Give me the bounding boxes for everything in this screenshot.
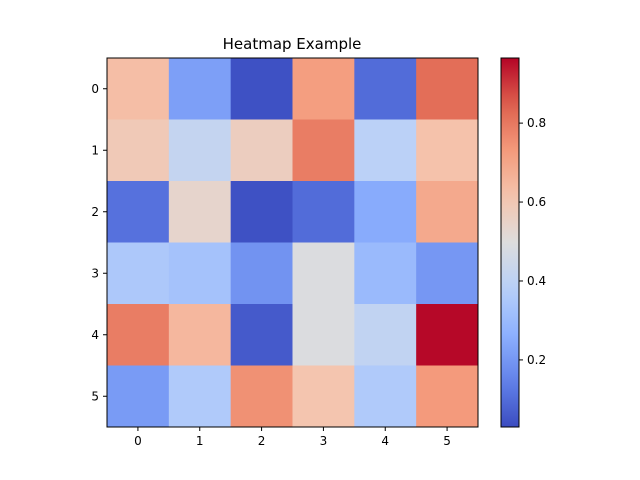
heatmap-cell-1-2 [230,119,293,182]
x-tick-label-5: 5 [443,434,451,448]
x-tick-label-2: 2 [258,434,266,448]
colorbar-tick-label-1: 0.4 [527,274,546,288]
y-tick-label-5: 5 [91,389,99,403]
heatmap-cell-0-4 [354,58,417,120]
heatmap-cell-2-4 [354,181,417,243]
heatmap-cell-0-0 [107,58,170,120]
heatmap-cell-5-0 [107,365,170,428]
heatmap-cell-3-5 [416,242,479,305]
heatmap-cell-4-3 [292,304,355,366]
heatmap-cell-3-1 [168,242,232,305]
heatmap-cells [107,58,479,428]
heatmap-cell-3-3 [292,242,355,305]
heatmap-cell-3-0 [107,242,170,305]
heatmap-cell-2-2 [230,181,293,243]
x-tick-label-1: 1 [196,434,204,448]
y-tick-label-4: 4 [91,328,99,342]
x-axis-ticks: 0 1 2 3 4 5 [134,427,451,448]
heatmap-cell-0-2 [230,58,293,120]
y-tick-label-3: 3 [91,266,99,280]
heatmap-cell-4-4 [354,304,417,366]
heatmap-cell-4-5 [416,304,479,366]
heatmap-cell-1-0 [107,119,170,182]
heatmap-cell-5-1 [168,365,232,428]
colorbar-ticks: 0.2 0.4 0.6 0.8 [519,116,546,367]
y-tick-label-1: 1 [91,143,99,157]
heatmap-cell-2-3 [292,181,355,243]
heatmap-cell-5-5 [416,365,479,428]
heatmap-cell-1-1 [168,119,232,182]
plot-frame [106,57,479,428]
heatmap-cell-2-0 [107,181,170,243]
colorbar-tick-label-0: 0.2 [527,353,546,367]
heatmap-cell-4-0 [107,304,170,366]
heatmap-cell-5-2 [230,365,293,428]
heatmap-cell-5-3 [292,365,355,428]
colorbar-tick-label-3: 0.8 [527,116,546,130]
heatmap-cell-0-1 [168,58,232,120]
heatmap-cell-4-2 [230,304,293,366]
heatmap-cell-1-5 [416,119,479,182]
heatmap-cell-3-4 [354,242,417,305]
x-tick-label-4: 4 [381,434,389,448]
heatmap-cell-3-2 [230,242,293,305]
chart-title: Heatmap Example [223,35,362,53]
colorbar-gradient [501,58,519,427]
y-tick-label-2: 2 [91,205,99,219]
colorbar-tick-label-2: 0.6 [527,195,546,209]
heatmap-cell-1-4 [354,119,417,182]
x-tick-label-0: 0 [134,434,142,448]
y-axis-ticks: 0 1 2 3 4 5 [91,82,107,403]
heatmap-cell-2-1 [168,181,232,243]
heatmap-cell-1-3 [292,119,355,182]
heatmap-cell-2-5 [416,181,479,243]
y-tick-label-0: 0 [91,82,99,96]
heatmap-cell-0-5 [416,58,479,120]
heatmap-cell-5-4 [354,365,417,428]
x-tick-label-3: 3 [320,434,328,448]
heatmap-cell-0-3 [292,58,355,120]
heatmap-cell-4-1 [168,304,232,366]
colorbar-frame [500,57,520,428]
